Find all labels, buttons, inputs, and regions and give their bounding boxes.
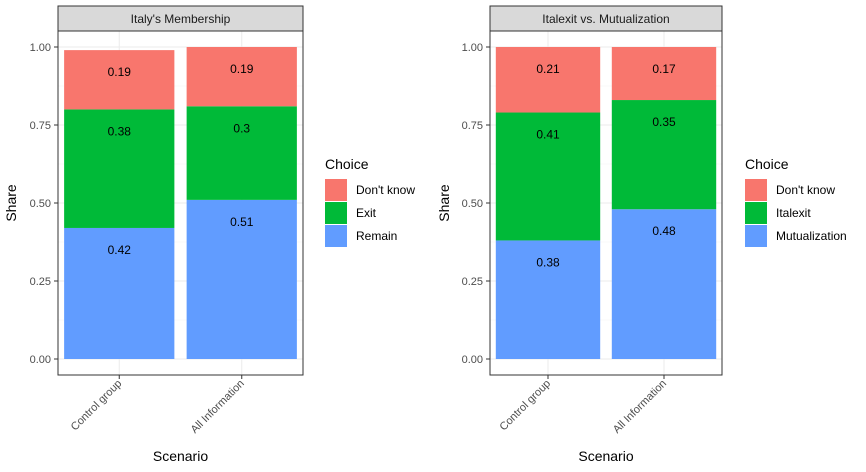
legend-label: Mutualization <box>776 229 847 243</box>
legend-label: Exit <box>356 206 377 220</box>
y-tick-label: 0.25 <box>30 276 51 288</box>
facet-strip <box>57 5 304 32</box>
legend-swatch <box>325 179 347 201</box>
x-axis-title: Scenario <box>578 448 633 464</box>
chart-title: Italexit vs. Mutualization <box>542 12 669 26</box>
chart-panel-2: Italexit vs. Mutualization 0.38 0.41 0.21 0.… <box>436 5 847 464</box>
legend-label: Italexit <box>776 206 811 220</box>
data-label: 0.42 <box>108 243 132 257</box>
y-tick-label: 0.00 <box>30 354 51 366</box>
chart-title: Italy's Membership <box>131 12 231 26</box>
legend: Choice Don't know Italexit Mutualization <box>745 156 847 247</box>
y-axis-title: Share <box>436 184 452 222</box>
facet-strip <box>489 5 723 32</box>
bar-segment <box>495 240 601 359</box>
bar-segment <box>611 209 717 359</box>
y-tick-label: 1.00 <box>30 42 51 54</box>
data-label: 0.21 <box>536 62 560 76</box>
x-tick-label: Control group <box>69 378 125 434</box>
bar-segment <box>611 100 717 210</box>
y-tick-label: 0.75 <box>462 120 483 132</box>
legend-title: Choice <box>745 156 789 172</box>
legend-swatch <box>745 202 767 224</box>
legend-title: Choice <box>325 156 369 172</box>
data-label: 0.38 <box>536 255 560 269</box>
y-axis-title: Share <box>3 184 19 222</box>
legend-label: Remain <box>356 229 397 243</box>
data-label: 0.3 <box>233 121 250 135</box>
bar-segment <box>186 199 297 359</box>
x-axis-title: Scenario <box>153 448 208 464</box>
bar-segment <box>186 106 297 200</box>
x-tick-label: All Information <box>611 378 669 436</box>
bar-segment <box>64 50 175 110</box>
data-label: 0.17 <box>652 62 676 76</box>
bar-segment <box>495 47 601 113</box>
data-label: 0.19 <box>108 65 132 79</box>
data-label: 0.51 <box>230 215 254 229</box>
legend-label: Don't know <box>356 183 415 197</box>
data-label: 0.48 <box>652 224 676 238</box>
legend-label: Don't know <box>776 183 835 197</box>
bar-segment <box>495 112 601 241</box>
data-label: 0.38 <box>108 124 132 138</box>
y-tick-label: 0.25 <box>462 276 483 288</box>
legend-swatch <box>745 179 767 201</box>
bar-segment <box>64 109 175 228</box>
legend-swatch <box>325 225 347 247</box>
bar-segment <box>611 47 717 101</box>
y-tick-label: 0.50 <box>462 198 483 210</box>
legend-swatch <box>745 225 767 247</box>
bar-segment <box>64 227 175 359</box>
chart-panel-1: Italy's Membership 0.42 0.38 0.19 0.51 0.3 0.1… <box>3 5 415 464</box>
x-tick-label: All Information <box>189 378 247 436</box>
bar-segment <box>186 47 297 107</box>
legend: Choice Don't know Exit Remain <box>325 156 415 247</box>
data-label: 0.41 <box>536 128 560 142</box>
y-tick-label: 0.75 <box>30 120 51 132</box>
x-tick-label: Control group <box>498 378 554 434</box>
legend-swatch <box>325 202 347 224</box>
y-tick-label: 0.50 <box>30 198 51 210</box>
y-tick-label: 0.00 <box>462 354 483 366</box>
y-tick-label: 1.00 <box>462 42 483 54</box>
data-label: 0.35 <box>652 115 676 129</box>
data-label: 0.19 <box>230 62 254 76</box>
